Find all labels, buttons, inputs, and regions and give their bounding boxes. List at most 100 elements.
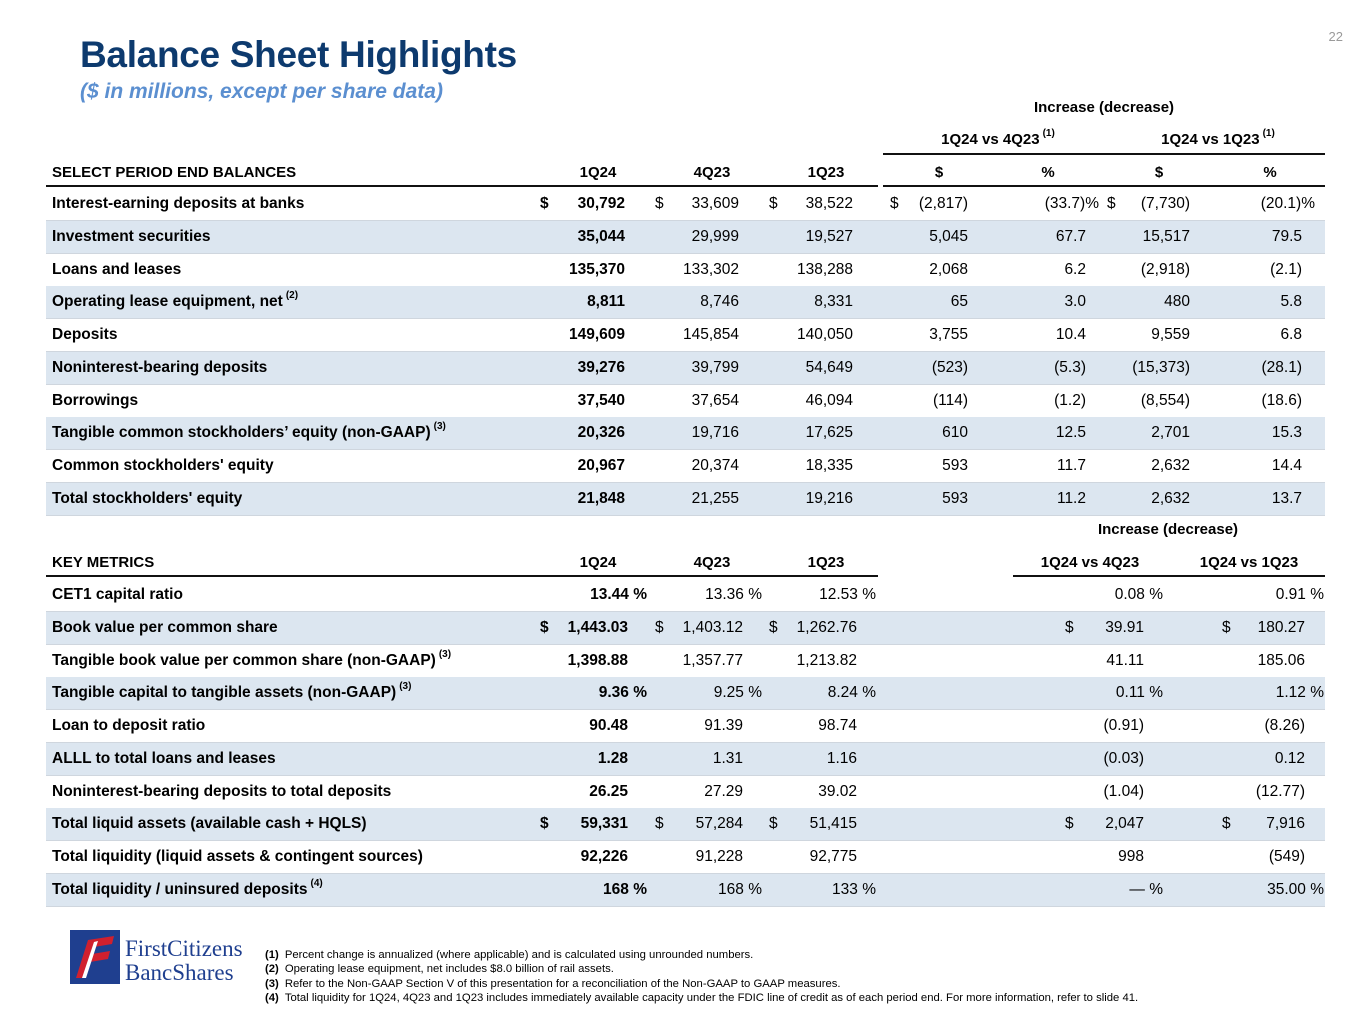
cell-value: (2,918) [1140, 260, 1190, 278]
cell-value: 1.31 [712, 749, 743, 767]
cell-value: (0.03) [1103, 749, 1145, 767]
row-label-text: Loan to deposit ratio [52, 717, 206, 734]
footnote-number: (1) [265, 949, 279, 961]
cell-value: 0.08 % [1114, 586, 1163, 603]
cell-value: 13.36 % [705, 586, 762, 603]
footnote: (4) Total liquidity for 1Q24, 4Q23 and 1Q… [265, 991, 1138, 1005]
compare-header-label: 1Q24 vs 1Q23 [1161, 131, 1260, 148]
cell-value: 18,335 [805, 457, 853, 474]
cell-value: 3,755 [929, 326, 968, 343]
footnote: (1) Percent change is annualized (where a… [265, 948, 1138, 962]
table-row: ALLL to total loans and leases 1.28 1.31 1.… [46, 742, 1325, 776]
cell-value: 11.7 [1056, 457, 1086, 474]
cell-value: 8,811 [587, 293, 625, 311]
cell-value: 9,559 [1151, 326, 1190, 343]
col-header-change-pct: % [1041, 164, 1055, 181]
row-label: Total stockholders' equity [52, 490, 242, 508]
cell-value: 19,216 [805, 489, 853, 507]
table-row: Deposits 149,609 145,854 140,050 3,755 10.4 9,… [46, 319, 1325, 352]
cell-value: 0.91 % [1275, 586, 1324, 603]
cell-value: 3.0 [1064, 293, 1086, 311]
cell-value: 2,068 [929, 260, 968, 278]
table-row: Tangible common stockholders’ equity (no… [46, 417, 1325, 451]
cell-value: $ 180.27 [1222, 618, 1305, 636]
row-label: ALLL to total loans and leases [52, 750, 276, 768]
cell-value: 1,357.77 [682, 651, 743, 669]
table-row: Noninterest-bearing deposits 39,276 39,799… [46, 351, 1325, 385]
cell-value: 15.3 [1271, 424, 1302, 442]
cell-value: 149,609 [568, 326, 625, 343]
cell-value: $ 1,262.76 [769, 618, 857, 636]
cell-value: (0.91) [1103, 717, 1145, 734]
cell-value: 35,044 [577, 227, 625, 245]
footnote-ref: (4) [310, 877, 323, 889]
cell-value: (12.77) [1255, 782, 1305, 800]
table-row: Loan to deposit ratio 90.48 91.39 98.74 (0.9… [46, 710, 1325, 743]
row-label-text: Noninterest-bearing deposits [52, 358, 268, 376]
balances-section-header: SELECT PERIOD END BALANCES [52, 164, 297, 181]
cell-value: 21,848 [577, 489, 625, 507]
row-label-text: Noninterest-bearing deposits to total de… [52, 782, 392, 800]
cell-value: $ 30,792 [540, 195, 625, 212]
cell-value: 91.39 [704, 717, 743, 734]
footnotes: (1) Percent change is annualized (where a… [265, 948, 1138, 1005]
row-label: Tangible common stockholders’ equity (no… [52, 421, 446, 442]
row-label: Loans and leases [52, 261, 181, 279]
footnote-number: (2) [265, 963, 279, 976]
cell-value: 140,050 [796, 326, 853, 343]
table-row: Book value per common share $ 1,443.03 $ 1… [46, 611, 1325, 645]
cell-value: 6.8 [1280, 326, 1302, 343]
cell-value: 8.24 % [827, 684, 876, 702]
cell-value: 1,213.82 [796, 651, 857, 669]
cell-value: 20,374 [691, 457, 739, 474]
footnote-text: Operating lease equipment, net includes … [284, 963, 614, 976]
col-header-change-pct-2: % [1263, 164, 1277, 181]
cell-value: 19,527 [805, 227, 853, 245]
table-row: Total liquidity / uninsured deposits (4) 1… [46, 873, 1325, 907]
footnote-text: Total liquidity for 1Q24, 4Q23 and 1Q23 … [284, 991, 1139, 1004]
cell-value: 37,654 [691, 391, 739, 409]
footnote-text: Percent change is annualized (where appl… [284, 949, 754, 961]
row-label: CET1 capital ratio [52, 586, 183, 604]
row-label: Deposits [52, 326, 117, 344]
row-label-text: Total liquid assets (available cash + HQ… [52, 815, 367, 833]
balances-group-header: Increase (decrease) [1033, 99, 1175, 116]
cell-value: 12.5 [1055, 424, 1086, 442]
cell-value: (549) [1268, 848, 1305, 865]
cell-value: $ 38,522 [769, 195, 853, 212]
cell-value: 133 % [832, 880, 876, 898]
cell-value: 610 [942, 424, 968, 442]
footnote-number: (3) [265, 977, 279, 990]
compare-header-label: 1Q24 vs 4Q23 [941, 131, 1040, 148]
cell-value: 0.12 [1274, 749, 1305, 767]
cell-value: 29,999 [691, 227, 739, 245]
row-label-text: Operating lease equipment, net [52, 293, 283, 311]
cell-value: 15,517 [1142, 227, 1190, 245]
cell-value: 5,045 [929, 227, 968, 245]
footnote-ref: (1) [1042, 128, 1055, 139]
cell-value: (1.04) [1103, 782, 1145, 800]
cell-value: 2,701 [1151, 424, 1190, 442]
table-row: Interest-earning deposits at banks $ 30,7… [46, 188, 1325, 221]
cell-value: 135,370 [568, 260, 625, 278]
row-label-text: Common stockholders' equity [52, 457, 274, 474]
table-row: Borrowings 37,540 37,654 46,094 (114) (1.2) (8… [46, 385, 1325, 418]
row-label: Loan to deposit ratio [52, 717, 205, 735]
cell-value: (2.1) [1270, 260, 1302, 278]
row-label: Tangible book value per common share (no… [52, 649, 451, 670]
cell-value: 91,228 [695, 848, 743, 865]
row-label-text: Total stockholders' equity [52, 489, 243, 507]
cell-value: 145,854 [682, 326, 739, 343]
cell-value: 67.7 [1055, 227, 1086, 245]
table-row: Total liquid assets (available cash + HQ… [46, 808, 1325, 842]
table-row: Total stockholders' equity 21,848 21,255 19… [46, 482, 1325, 516]
cell-value: 593 [942, 489, 968, 507]
metrics-col-vs-4q23: 1Q24 vs 4Q23 [1040, 554, 1140, 571]
row-label-text: Tangible common stockholders’ equity (no… [52, 424, 431, 442]
cell-value: 2,632 [1151, 457, 1190, 474]
cell-value: (114) [932, 391, 968, 409]
page-title: Balance Sheet Highlights [80, 34, 517, 75]
cell-value: (8.26) [1264, 717, 1306, 734]
cell-value: (20.1)% [1260, 195, 1315, 212]
row-label-text: Total liquidity (liquid assets & conting… [52, 848, 423, 865]
